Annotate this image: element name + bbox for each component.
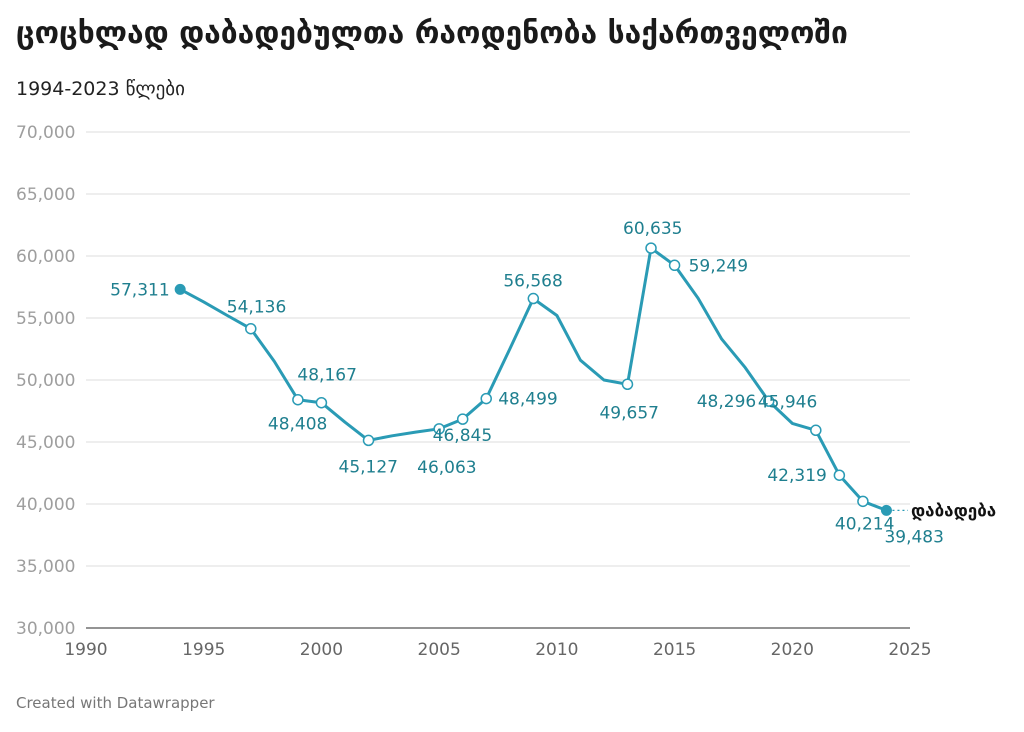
data-points xyxy=(174,242,892,516)
data-label: 54,136 xyxy=(227,298,286,318)
x-tick-label: 2015 xyxy=(653,640,696,660)
data-point xyxy=(456,413,469,425)
data-point xyxy=(292,393,304,406)
y-tick-label: 65,000 xyxy=(16,185,75,205)
data-label: 57,311 xyxy=(110,280,169,300)
credit-footer: Created with Datawrapper xyxy=(16,694,215,712)
data-point xyxy=(527,292,540,305)
data-label: 45,127 xyxy=(339,457,398,477)
x-axis-ticks: 1990 1995 2000 2005 2010 2015 2020 2025 xyxy=(64,640,931,660)
x-tick-label: 1995 xyxy=(182,640,225,660)
data-label: 48,296 xyxy=(697,392,756,412)
data-labels: დაბადება 57,311 54,136 48,408 48,167 45,127 46… xyxy=(110,219,996,547)
data-label: 42,319 xyxy=(767,466,826,486)
data-point xyxy=(857,495,869,508)
data-label: 45,946 xyxy=(758,392,817,412)
data-point xyxy=(668,259,681,272)
endpoint-marker xyxy=(880,504,892,516)
data-label: 48,167 xyxy=(297,366,356,386)
x-tick-label: 2010 xyxy=(535,640,578,660)
y-tick-label: 55,000 xyxy=(16,309,75,329)
data-label: 48,408 xyxy=(268,415,327,435)
data-point xyxy=(833,469,846,481)
x-tick-label: 2005 xyxy=(418,640,461,660)
y-tick-label: 45,000 xyxy=(16,433,75,453)
y-axis-ticks: 30,000 35,000 40,000 45,000 50,000 55,000 60,0… xyxy=(16,123,75,639)
data-point xyxy=(245,322,257,335)
data-label: 48,499 xyxy=(498,390,557,410)
data-point xyxy=(762,395,775,407)
data-point xyxy=(645,242,657,254)
x-tick-label: 2000 xyxy=(300,640,343,660)
data-label: 49,657 xyxy=(599,403,658,423)
x-tick-label: 2025 xyxy=(888,640,931,660)
data-point xyxy=(621,378,634,391)
data-label: 46,845 xyxy=(433,426,492,446)
data-label: 39,483 xyxy=(884,527,943,547)
data-label: 56,568 xyxy=(503,272,562,292)
x-tick-label: 2020 xyxy=(771,640,814,660)
data-label: 40,214 xyxy=(835,514,894,534)
data-label: 46,063 xyxy=(417,458,476,478)
x-tick-label: 1990 xyxy=(64,640,107,660)
data-label: 60,635 xyxy=(623,219,682,239)
data-point xyxy=(810,424,822,437)
series-label: დაბადება xyxy=(911,501,996,521)
y-tick-label: 30,000 xyxy=(16,619,75,639)
data-label: 59,249 xyxy=(689,256,748,276)
data-point xyxy=(362,434,375,447)
y-tick-label: 40,000 xyxy=(16,495,75,515)
endpoint-marker xyxy=(174,283,186,295)
chart-subtitle: 1994-2023 წლები xyxy=(16,78,185,100)
data-point xyxy=(315,396,328,409)
y-tick-label: 70,000 xyxy=(16,123,75,143)
chart-title: ცოცხლად დაბადებულთა რაოდენობა საქართველო… xyxy=(16,16,848,51)
y-tick-label: 60,000 xyxy=(16,247,75,267)
y-tick-label: 35,000 xyxy=(16,557,75,577)
data-point xyxy=(433,423,445,435)
gridlines xyxy=(86,131,910,629)
y-tick-label: 50,000 xyxy=(16,371,75,391)
data-point xyxy=(480,392,492,405)
